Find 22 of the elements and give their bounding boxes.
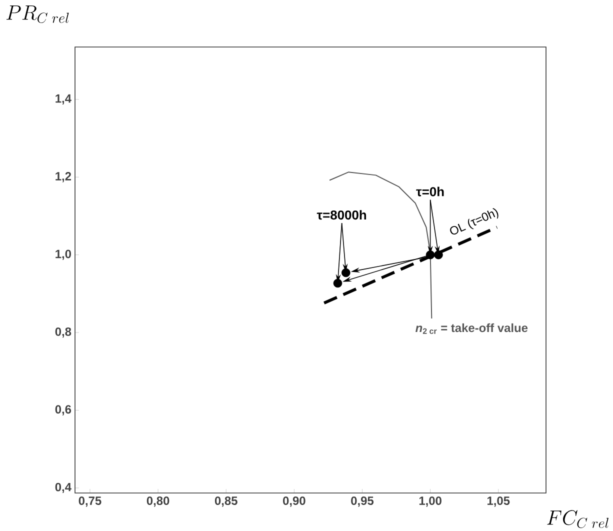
y-axis-title: $PR_{C\;rel}$ [6, 6, 69, 24]
x-tick-label: 1,00 [419, 496, 442, 507]
annotation: τ=8000h [316, 210, 366, 220]
y-tick-label: 0,6 [55, 405, 72, 416]
point [333, 278, 342, 288]
point [342, 268, 350, 278]
point [434, 250, 443, 260]
x-tick-label: 0,75 [78, 496, 102, 507]
y-tick-label: 1,2 [56, 172, 72, 182]
x-tick-label: 1,05 [487, 496, 510, 507]
x-axis-title: $FC_{C\;rel}$ [547, 510, 608, 528]
y-tick-label: 0,4 [55, 482, 72, 494]
x-tick-label: 0,90 [283, 496, 306, 507]
x-tick-label: 0,80 [146, 496, 170, 507]
y-tick-label: 1,0 [56, 250, 71, 260]
x-tick-label: 0,85 [214, 496, 238, 507]
y-tick-label: 0,8 [55, 327, 72, 338]
x-tick-label: 0,95 [351, 496, 374, 507]
annotation: τ=0h [416, 186, 444, 196]
series-label: n$_{2 cr}$ = take-off value [416, 323, 528, 334]
y-tick-label: 1,4 [56, 94, 72, 104]
point [426, 250, 435, 260]
